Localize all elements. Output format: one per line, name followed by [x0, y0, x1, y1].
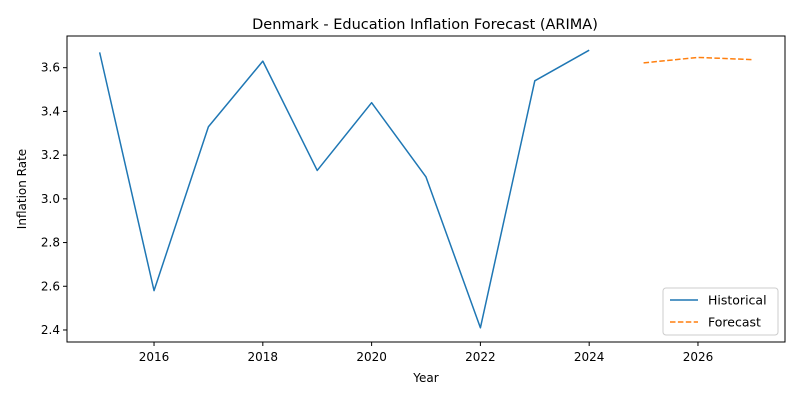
legend-label-forecast: Forecast: [708, 315, 761, 330]
x-tick-label: 2018: [248, 350, 279, 364]
x-tick-label: 2026: [683, 350, 714, 364]
series-layer: [98, 49, 753, 329]
y-tick-label: 2.6: [41, 279, 60, 293]
x-tick-label: 2016: [139, 350, 170, 364]
y-tick-label: 2.4: [41, 323, 60, 337]
x-tick-label: 2024: [574, 350, 605, 364]
y-axis: 2.4 2.6 2.8 3.0 3.2 3.4 3.6: [41, 61, 67, 337]
y-tick-label: 3.6: [41, 61, 60, 75]
y-tick-label: 3.4: [41, 104, 60, 118]
legend: Historical Forecast: [662, 287, 779, 336]
plot-area: [66, 35, 786, 343]
legend-label-historical: Historical: [708, 293, 767, 308]
x-axis: 2016 2018 2020 2022 2024 2026: [139, 342, 713, 364]
chart-title: Denmark - Education Inflation Forecast (…: [252, 17, 598, 33]
x-axis-title: Year: [412, 371, 438, 385]
y-tick-label: 3.0: [41, 192, 60, 206]
x-tick-label: 2022: [465, 350, 496, 364]
x-tick-label: 2020: [356, 350, 387, 364]
series-line-forecast: [643, 56, 753, 64]
y-tick-label: 3.2: [41, 148, 60, 162]
y-axis-title: Inflation Rate: [15, 149, 29, 229]
y-tick-label: 2.8: [41, 236, 60, 250]
series-line-historical: [98, 49, 590, 329]
